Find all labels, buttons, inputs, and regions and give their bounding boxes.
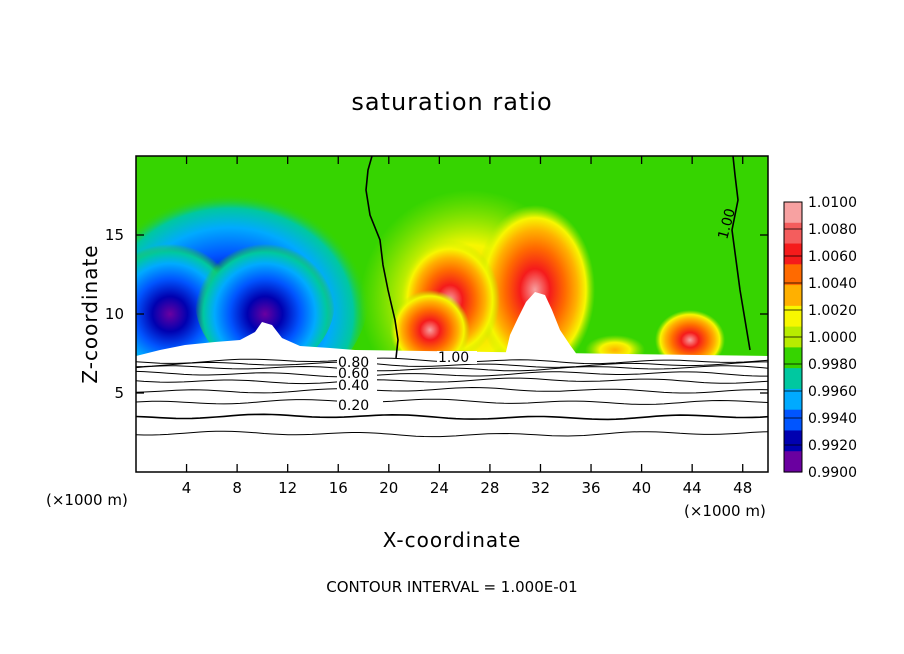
- colorbar-swatch: [784, 388, 802, 411]
- colorbar-swatch: [784, 264, 802, 286]
- field-layer: [136, 156, 768, 472]
- contour-line: [136, 413, 768, 421]
- x-tick-label: 48: [733, 479, 752, 497]
- colorbar: 1.0100 1.0080 1.0060 1.0040 1.0020 1.0000 0.99…: [783, 195, 857, 481]
- y-tick-label: 15: [105, 226, 124, 244]
- contour-label-bg: [337, 355, 377, 381]
- contour-label: 0.20: [338, 398, 369, 414]
- contour-line: [136, 377, 768, 385]
- contour-line: [136, 386, 768, 394]
- colorbar-label: 1.0080: [808, 222, 857, 238]
- colorbar-swatch: [784, 305, 802, 328]
- contour-label: 1.00: [715, 207, 739, 241]
- contour-line: [136, 365, 768, 372]
- colorbar-label: 0.9900: [808, 465, 857, 481]
- y-tick-label: 5: [114, 384, 124, 402]
- colorbar-swatch: [784, 451, 802, 473]
- y-axis: 5 10 15: [105, 226, 768, 402]
- colorbar-label: 1.0000: [808, 330, 857, 346]
- x-tick-label: 16: [329, 479, 348, 497]
- colorbar-label: 1.0020: [808, 303, 857, 319]
- low-saturation-region: [195, 230, 335, 370]
- colorbar-swatch: [784, 409, 802, 432]
- x-tick-label: 12: [278, 479, 297, 497]
- colorbar-label: 1.0060: [808, 249, 857, 265]
- contour-label-bg: [337, 398, 383, 412]
- contour-line: [365, 156, 399, 359]
- x-tick-label: 44: [683, 479, 702, 497]
- x-axis: 4 8 12 16 20 24 28 32 36 40 44 48: [182, 156, 752, 497]
- contour-line: [136, 361, 768, 368]
- contour-line: [136, 398, 768, 405]
- colorbar-swatch: [784, 202, 802, 224]
- colorbar-swatch: [784, 368, 802, 390]
- colorbar-swatch: [784, 285, 802, 307]
- contour-line: [136, 370, 768, 378]
- x-tick-label: 8: [232, 479, 242, 497]
- colorbar-swatch: [784, 347, 802, 369]
- colorbar-label: 0.9940: [808, 411, 857, 427]
- colorbar-label: 1.0040: [808, 276, 857, 292]
- x-unit-left: (×1000 m): [46, 491, 128, 509]
- supersaturation-region: [390, 290, 470, 370]
- dry-dome: [505, 292, 578, 356]
- colorbar-swatch: [784, 222, 802, 245]
- x-unit-right: (×1000 m): [684, 502, 766, 520]
- contour-label: 0.40: [338, 378, 369, 394]
- x-tick-label: 20: [379, 479, 398, 497]
- contour-line: [136, 430, 768, 438]
- y-axis-label: Z-coordinate: [78, 244, 102, 384]
- x-tick-label: 40: [632, 479, 651, 497]
- x-tick-label: 24: [430, 479, 449, 497]
- contour-label: 1.00: [438, 350, 469, 366]
- contour-interval-note: CONTOUR INTERVAL = 1.000E-01: [326, 578, 578, 596]
- y-tick-label: 10: [105, 305, 124, 323]
- contour-label-bg: [437, 351, 477, 364]
- x-tick-label: 28: [480, 479, 499, 497]
- colorbar-label: 1.0100: [808, 195, 857, 211]
- x-axis-label: X-coordinate: [382, 528, 522, 552]
- supersaturation-region: [475, 205, 595, 375]
- contour-label: 0.80: [338, 355, 369, 371]
- colorbar-label: 0.9980: [808, 357, 857, 373]
- colorbar-label: 0.9960: [808, 384, 857, 400]
- x-tick-label: 32: [531, 479, 550, 497]
- colorbar-label: 0.9920: [808, 438, 857, 454]
- x-tick-label: 4: [182, 479, 192, 497]
- colorbar-swatch: [784, 430, 802, 452]
- contour-line: [731, 156, 751, 351]
- x-tick-label: 36: [581, 479, 600, 497]
- chart-title: saturation ratio: [351, 88, 553, 116]
- contour-label: 0.60: [338, 366, 369, 382]
- colorbar-swatch: [784, 243, 802, 265]
- contour-label-bg: [337, 379, 377, 392]
